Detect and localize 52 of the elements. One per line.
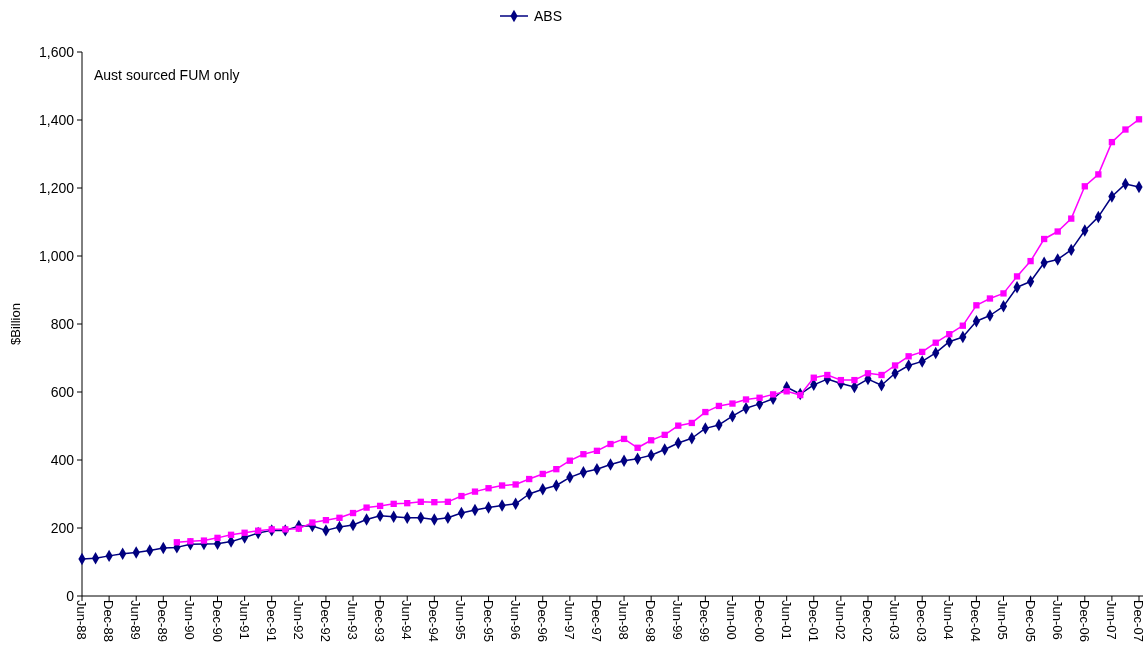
- x-tick-label: Dec-00: [751, 600, 767, 642]
- y-tick-label: 1,400: [38, 111, 75, 128]
- y-tick-label: 600: [50, 383, 75, 400]
- y-axis-title: $Billion: [8, 303, 23, 345]
- annotation: Aust sourced FUM only: [94, 67, 240, 83]
- x-tick-label: Dec-90: [209, 600, 225, 642]
- y-tick-label: 1,600: [38, 43, 75, 60]
- x-tick-label: Jun-92: [290, 600, 306, 640]
- x-tick-label: Jun-91: [236, 600, 252, 640]
- x-tick-label: Jun-07: [1103, 600, 1119, 640]
- x-tick-label: Dec-91: [263, 600, 279, 642]
- x-tick-label: Dec-05: [1022, 600, 1038, 642]
- y-tick-label: 1,000: [38, 247, 75, 264]
- x-tick-label: Dec-07: [1131, 600, 1144, 642]
- x-tick-label: Jun-90: [182, 600, 198, 640]
- y-tick-label: 800: [50, 315, 75, 332]
- x-tick-label: Dec-93: [372, 600, 388, 642]
- x-tick-label: Jun-04: [941, 600, 957, 640]
- x-tick-label: Jun-89: [128, 600, 144, 640]
- x-tick-label: Jun-97: [561, 600, 577, 640]
- x-tick-label: Jun-98: [616, 600, 632, 640]
- x-tick-label: Dec-01: [805, 600, 821, 642]
- y-tick-label: 1,200: [38, 179, 75, 196]
- x-tick-label: Jun-99: [670, 600, 686, 640]
- x-tick-label: Dec-92: [317, 600, 333, 642]
- x-tick-label: Jun-88: [74, 600, 89, 640]
- x-tick-label: Jun-00: [724, 600, 740, 640]
- x-tick-label: Jun-93: [345, 600, 361, 640]
- x-tick-label: Dec-06: [1076, 600, 1092, 642]
- legend-label: ABS: [534, 7, 563, 24]
- x-tick-label: Dec-02: [859, 600, 875, 642]
- x-tick-label: Jun-03: [887, 600, 903, 640]
- x-tick-label: Dec-89: [155, 600, 171, 642]
- x-tick-label: Dec-99: [697, 600, 713, 642]
- x-tick-label: Dec-04: [968, 600, 984, 642]
- y-tick-label: 400: [50, 451, 75, 468]
- x-tick-label: Jun-96: [507, 600, 523, 640]
- x-tick-label: Dec-03: [914, 600, 930, 642]
- x-tick-label: Dec-88: [101, 600, 117, 642]
- x-tick-label: Dec-95: [480, 600, 496, 642]
- x-tick-label: Dec-96: [534, 600, 550, 642]
- x-tick-label: Jun-94: [399, 600, 415, 640]
- x-tick-label: Jun-06: [1049, 600, 1065, 640]
- x-tick-label: Jun-95: [453, 600, 469, 640]
- x-tick-label: Jun-05: [995, 600, 1011, 640]
- x-tick-label: Dec-94: [426, 600, 442, 642]
- x-tick-label: Dec-98: [643, 600, 659, 642]
- y-tick-label: 200: [50, 519, 75, 536]
- y-tick-label: 0: [66, 587, 75, 604]
- x-tick-label: Jun-02: [832, 600, 848, 640]
- x-tick-label: Jun-01: [778, 600, 794, 640]
- x-tick-label: Dec-97: [588, 600, 604, 642]
